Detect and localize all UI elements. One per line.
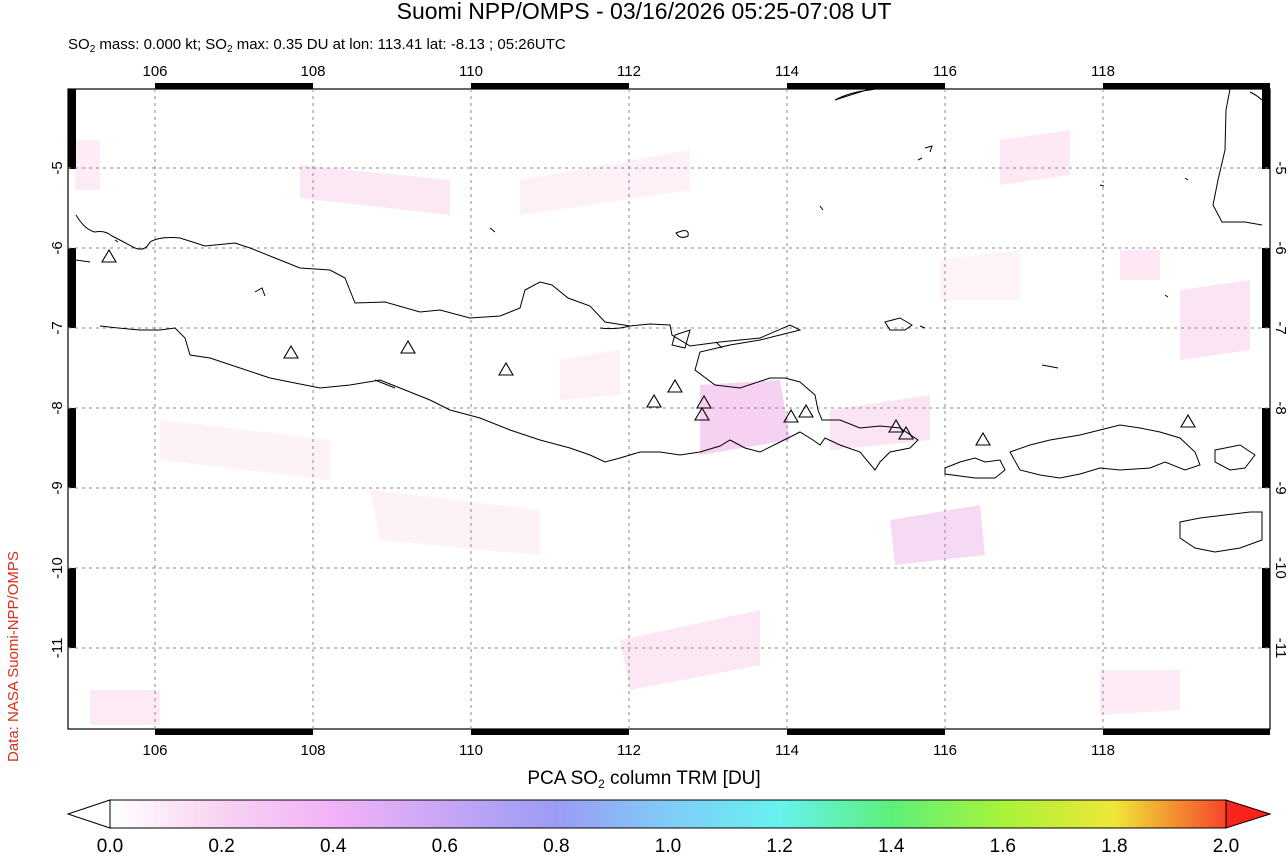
volcano-icon: [888, 418, 904, 433]
colorbar-label: 0.2: [208, 836, 235, 857]
lat-label: -7: [49, 321, 66, 334]
colorbar-label: 1.8: [1101, 836, 1128, 857]
lon-label: 114: [775, 63, 799, 80]
map-border-bars: [68, 83, 1270, 735]
lon-labels-top: 106 108 110 112 114 116 118: [142, 63, 1114, 80]
lon-label: 118: [1091, 742, 1115, 759]
lon-label: 110: [459, 742, 483, 759]
lon-label: 116: [933, 63, 957, 80]
colorbar-label: 0.4: [319, 836, 347, 857]
lat-label: -9: [49, 481, 66, 494]
colorbar-gradient: [109, 799, 1227, 829]
volcano-icon: [798, 403, 814, 418]
volcano-markers: [101, 248, 1196, 446]
lon-label: 106: [142, 742, 167, 759]
lat-label: -11: [1272, 638, 1288, 659]
volcano-icon: [646, 393, 662, 408]
volcano-icon: [498, 361, 514, 376]
volcano-icon: [400, 339, 416, 354]
map-title: Suomi NPP/OMPS - 03/16/2026 05:25-07:08 …: [396, 0, 892, 24]
lat-label: -5: [49, 161, 66, 174]
so2-summary: SO2 mass: 0.000 kt; SO2 max: 0.35 DU at …: [68, 36, 566, 55]
lat-label: -6: [49, 241, 66, 254]
colorbar-min-arrow: [66, 799, 111, 829]
volcano-icon: [898, 425, 914, 440]
colorbar: [66, 799, 1272, 829]
lat-label: -8: [1272, 401, 1288, 414]
volcano-icon: [283, 344, 299, 359]
volcano-icon: [1180, 413, 1196, 428]
lon-label: 108: [300, 63, 325, 80]
lat-labels-right: -5 -6 -7 -8 -9 -10 -11: [1272, 161, 1288, 658]
lat-label: -11: [49, 638, 66, 659]
lat-label: -6: [1272, 241, 1288, 254]
coastlines: [75, 88, 1263, 553]
lat-label: -8: [49, 401, 66, 414]
graticule: [68, 89, 1270, 729]
lon-label: 118: [1091, 63, 1115, 80]
lat-label: -9: [1272, 481, 1288, 494]
lon-label: 112: [617, 63, 641, 80]
lat-label: -10: [49, 557, 66, 579]
colorbar-label: 0.6: [431, 836, 459, 857]
lon-label: 116: [933, 742, 957, 759]
colorbar-label: 2.0: [1212, 836, 1240, 857]
colorbar-label: 1.0: [654, 836, 682, 857]
lat-label: -7: [1272, 321, 1288, 334]
volcano-icon: [975, 431, 991, 446]
volcano-icon: [101, 248, 117, 263]
colorbar-title: PCA SO2 column TRM [DU]: [527, 768, 761, 791]
colorbar-label: 1.2: [766, 836, 793, 857]
lat-label: -5: [1272, 161, 1288, 174]
volcano-icon: [783, 408, 799, 423]
colorbar-label: 1.6: [989, 836, 1017, 857]
lon-label: 108: [300, 742, 325, 759]
volcano-icon: [696, 394, 712, 409]
colorbar-label: 0.0: [96, 836, 124, 857]
lat-labels-left: -5 -6 -7 -8 -9 -10 -11: [49, 161, 66, 658]
lon-label: 114: [775, 742, 799, 759]
lat-label: -10: [1272, 557, 1288, 579]
volcano-icon: [667, 378, 683, 393]
colorbar-max-arrow: [1225, 799, 1272, 829]
lon-labels-bottom: 106 108 110 112 114 116 118: [142, 742, 1114, 759]
lon-label: 106: [142, 63, 167, 80]
lon-label: 110: [459, 63, 483, 80]
so2-swaths: [75, 130, 1250, 725]
colorbar-label: 0.8: [543, 836, 570, 857]
volcano-icon: [694, 406, 710, 421]
lon-label: 112: [617, 742, 641, 759]
colorbar-label: 1.4: [877, 836, 905, 857]
